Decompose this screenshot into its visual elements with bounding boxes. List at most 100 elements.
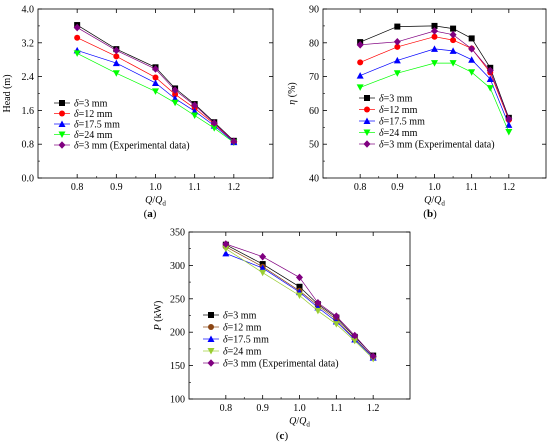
legend-marker (207, 359, 215, 367)
y-tick-label: 100 (170, 395, 185, 406)
y-tick-label: 40 (309, 174, 319, 185)
chart-panel-c: 100 150 200 250 300 350 0.8 0.9 1.0 1.1 1.2 Q/Qd P (… (153, 228, 411, 442)
data-point-s3-4 (191, 112, 199, 119)
data-point-s4-5 (351, 331, 359, 340)
legend-label: δ=24 mm (74, 130, 113, 141)
x-tick-label: 1.2 (228, 182, 241, 193)
data-point-s2-6 (505, 121, 513, 128)
data-point-s3-0 (356, 84, 364, 91)
panel-label: (c) (276, 430, 289, 442)
legend-label: δ=12 mm (379, 105, 418, 116)
data-point-s2-2 (431, 45, 438, 52)
x-tick-label: 1.0 (293, 403, 306, 414)
data-point-s0-2 (296, 283, 303, 290)
data-point-s3-5 (486, 85, 494, 92)
data-point-s2-1 (112, 59, 120, 67)
data-point-s3-5 (210, 125, 218, 132)
data-point-s4-2 (152, 65, 159, 73)
legend-marker (59, 100, 65, 106)
y-tick-label: 4.0 (22, 5, 35, 16)
data-point-s3-5 (351, 337, 359, 345)
data-point-s3-4 (468, 69, 476, 76)
y-tick-label: 0.8 (22, 140, 35, 151)
data-point-s2-5 (486, 75, 494, 82)
data-point-s4-4 (191, 101, 199, 110)
x-axis-label: Q/Qd (424, 195, 445, 208)
legend-marker (363, 140, 371, 148)
x-tick-label: 0.9 (256, 403, 269, 414)
legend-marker (207, 335, 215, 342)
x-tick-label: 0.8 (220, 403, 233, 414)
data-point-s1-1 (113, 53, 120, 60)
data-point-s3-1 (259, 269, 267, 277)
legend-label: δ=17.5 mm (74, 120, 120, 131)
legend-label: δ=24 mm (379, 128, 418, 139)
data-point-s4-3 (449, 30, 457, 39)
x-tick-label: 1.1 (330, 403, 343, 414)
legend-label: δ=3 mm (74, 99, 108, 110)
data-point-s4-5 (210, 119, 218, 127)
data-point-s4-1 (259, 252, 267, 261)
legend-marker (58, 131, 66, 138)
y-tick-label: 90 (309, 5, 319, 16)
data-point-s0-3 (450, 25, 457, 32)
data-point-s4-1 (112, 46, 120, 55)
x-tick-label: 1.1 (465, 182, 478, 193)
data-point-s2-1 (393, 56, 401, 64)
y-tick-label: 50 (309, 140, 319, 151)
x-axis-label: Q/Qd (145, 195, 166, 208)
data-point-s3-2 (296, 292, 303, 299)
y-tick-label: 300 (170, 261, 185, 272)
legend-marker (59, 110, 65, 117)
panel-label: (b) (423, 208, 437, 220)
legend-marker (208, 324, 214, 330)
y-tick-label: 2.4 (22, 72, 35, 83)
data-point-s2-3 (449, 47, 457, 54)
data-point-s4-3 (314, 299, 322, 307)
data-point-s4-0 (356, 41, 364, 49)
data-point-s4-6 (230, 137, 238, 146)
data-point-s1-2 (152, 74, 159, 81)
data-point-s3-0 (222, 245, 230, 253)
legend-label: δ=12 mm (223, 323, 262, 334)
data-point-s3-2 (152, 88, 159, 95)
data-point-s0-1 (394, 23, 401, 30)
data-point-s2-1 (259, 264, 267, 272)
data-point-s3-0 (73, 50, 81, 57)
data-point-s3-3 (449, 60, 457, 67)
y-tick-label: 70 (309, 72, 319, 83)
y-tick-label: 3.2 (22, 38, 35, 49)
x-tick-label: 1.2 (367, 403, 380, 414)
y-tick-label: 80 (309, 38, 319, 49)
data-point-s2-2 (152, 79, 159, 86)
data-point-s4-4 (332, 312, 340, 320)
panel-label: (a) (144, 208, 157, 220)
x-tick-label: 0.8 (71, 182, 84, 193)
data-point-s3-3 (171, 99, 179, 107)
legend-label: δ=3 mm (379, 94, 413, 105)
legend-label: δ=3 mm (Experimental data) (74, 141, 190, 152)
legend-marker (58, 120, 66, 127)
legend-label: δ=12 mm (74, 109, 113, 120)
chart-panel-b: 40 50 60 70 80 90 0.8 0.9 1.0 1.1 1.2 Q/Qd η (%) δ=3 … (287, 5, 547, 220)
data-point-s2-4 (468, 56, 476, 63)
y-tick-label: 200 (170, 328, 185, 339)
legend-label: δ=17.5 mm (223, 335, 269, 346)
data-point-s4-6 (369, 352, 377, 361)
x-tick-label: 1.2 (503, 182, 516, 193)
y-tick-label: 250 (170, 294, 185, 305)
data-point-s2-0 (356, 72, 364, 79)
legend-marker (364, 95, 370, 101)
y-axis-label: Head (m) (2, 74, 13, 112)
legend-label: δ=3 mm (Experimental data) (223, 359, 339, 370)
legend-marker (208, 312, 214, 318)
data-point-s3-1 (393, 70, 401, 77)
legend-marker (363, 129, 371, 136)
data-point-s3-2 (431, 60, 438, 67)
data-point-s3-6 (505, 129, 513, 136)
data-point-s1-0 (357, 59, 364, 66)
data-point-s3-4 (332, 321, 340, 328)
y-tick-label: 1.6 (22, 106, 35, 117)
chart-panel-a: 0.0 0.8 1.6 2.4 3.2 4.0 0.8 0.9 1.0 1.1 1.2 Q/Qd Hea… (2, 5, 274, 220)
